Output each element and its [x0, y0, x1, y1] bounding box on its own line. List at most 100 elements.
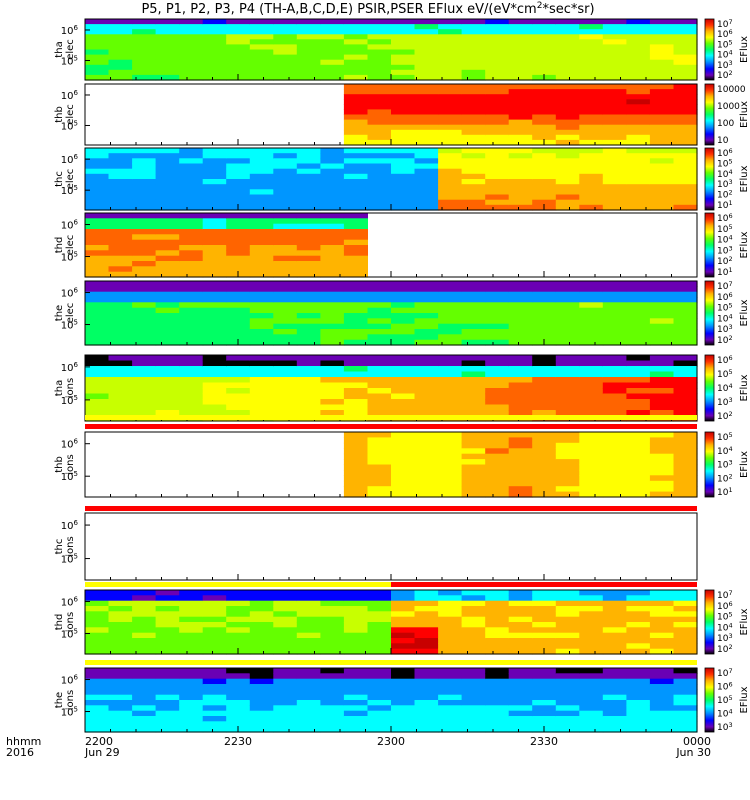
spectrogram-cell	[649, 99, 674, 105]
spectrogram-cell	[249, 700, 274, 706]
spectrogram-cell	[461, 54, 486, 61]
spectrogram-cell	[391, 64, 416, 71]
spectrogram-cell	[132, 234, 157, 241]
spectrogram-cell	[320, 648, 345, 655]
spectrogram-cell	[367, 148, 392, 154]
spectrogram-cell	[226, 184, 251, 190]
spectrogram-cell	[108, 393, 133, 400]
spectrogram-cell	[414, 168, 439, 175]
y-tick-label: 106	[61, 596, 79, 609]
spectrogram-cell	[626, 388, 651, 395]
spectrogram-cell	[461, 673, 486, 680]
spectrogram-cell	[273, 313, 298, 319]
spectrogram-cell	[108, 329, 133, 335]
spectrogram-cell	[461, 64, 486, 71]
spectrogram-cell	[343, 59, 368, 66]
spectrogram-cell	[673, 382, 698, 389]
spectrogram-cell	[673, 721, 698, 728]
spectrogram-cell	[626, 323, 651, 330]
spectrogram-cell	[108, 286, 133, 293]
spectrogram-cell	[414, 689, 439, 696]
spectrogram-cell	[249, 318, 274, 325]
spectrogram-cell	[273, 366, 298, 373]
spectrogram-cell	[108, 323, 133, 330]
spectrogram-cell	[273, 281, 298, 287]
spectrogram-cell	[249, 286, 274, 293]
spectrogram-cell	[649, 194, 674, 201]
spectrogram-cell	[320, 250, 345, 257]
spectrogram-cell	[579, 59, 604, 66]
spectrogram-cell	[155, 668, 180, 674]
spectrogram-cell	[461, 49, 486, 56]
spectrogram-cell	[649, 388, 674, 395]
spectrogram-cell	[438, 74, 463, 81]
spectrogram-cell	[179, 302, 204, 309]
spectrogram-cell	[414, 360, 439, 367]
spectrogram-cell	[85, 74, 110, 81]
spectrogram-cell	[320, 194, 345, 201]
spectrogram-cell	[108, 668, 133, 674]
panel-label-species: ions	[65, 536, 76, 556]
spectrogram-cell	[555, 291, 580, 298]
spectrogram-cell	[579, 393, 604, 400]
spectrogram-cell	[438, 382, 463, 389]
spectrogram-cell	[296, 668, 321, 674]
spectrogram-cell	[273, 632, 298, 639]
spectrogram-cell	[414, 313, 439, 319]
mode-bar-segment	[85, 660, 697, 665]
spectrogram-cell	[296, 393, 321, 400]
spectrogram-cell	[626, 59, 651, 66]
spectrogram-cell	[461, 184, 486, 190]
spectrogram-cell	[108, 24, 133, 30]
spectrogram-cell	[343, 710, 368, 717]
spectrogram-cell	[367, 442, 392, 449]
spectrogram-cell	[179, 49, 204, 56]
spectrogram-cell	[202, 173, 227, 180]
spectrogram-cell	[649, 89, 674, 95]
spectrogram-cell	[155, 204, 180, 211]
spectrogram-cell	[626, 668, 651, 674]
spectrogram-cell	[485, 404, 510, 411]
spectrogram-cell	[461, 442, 486, 449]
spectrogram-cell	[673, 694, 698, 701]
spectrogram-cell	[555, 393, 580, 400]
spectrogram-cell	[438, 119, 463, 126]
spectrogram-cell	[602, 388, 627, 395]
spectrogram-cell	[226, 199, 251, 206]
spectrogram-cell	[649, 643, 674, 650]
spectrogram-cell	[579, 694, 604, 701]
spectrogram-cell	[296, 64, 321, 71]
spectrogram-cell	[226, 632, 251, 639]
spectrogram-cell	[85, 184, 110, 190]
spectrogram-cell	[508, 464, 533, 471]
spectrogram-cell	[673, 355, 698, 362]
spectrogram-cell	[579, 148, 604, 154]
spectrogram-cell	[414, 600, 439, 607]
spectrogram-cell	[508, 34, 533, 40]
spectrogram-cell	[485, 366, 510, 373]
spectrogram-cell	[414, 59, 439, 66]
spectrogram-cell	[414, 643, 439, 650]
spectrogram-cell	[626, 49, 651, 56]
spectrogram-cell	[273, 334, 298, 341]
spectrogram-cell	[555, 281, 580, 287]
spectrogram-cell	[438, 49, 463, 56]
spectrogram-cell	[343, 24, 368, 30]
spectrogram-cell	[226, 313, 251, 319]
spectrogram-cell	[391, 89, 416, 95]
spectrogram-cell	[649, 595, 674, 602]
spectrogram-cell	[626, 432, 651, 438]
spectrogram-cell	[391, 189, 416, 196]
spectrogram-cell	[179, 24, 204, 30]
y-tick-label: 105	[61, 470, 78, 483]
spectrogram-cell	[391, 148, 416, 154]
spectrogram-cell	[485, 339, 510, 346]
spectrogram-cell	[320, 689, 345, 696]
spectrogram-cell	[438, 432, 463, 438]
spectrogram-cell	[485, 119, 510, 126]
spectrogram-cell	[673, 377, 698, 384]
spectrogram-cell	[132, 673, 157, 680]
colorbar-tick-label: 104	[717, 621, 733, 633]
colorbar-tick-label: 104	[717, 234, 733, 246]
spectrogram-cell	[179, 371, 204, 378]
